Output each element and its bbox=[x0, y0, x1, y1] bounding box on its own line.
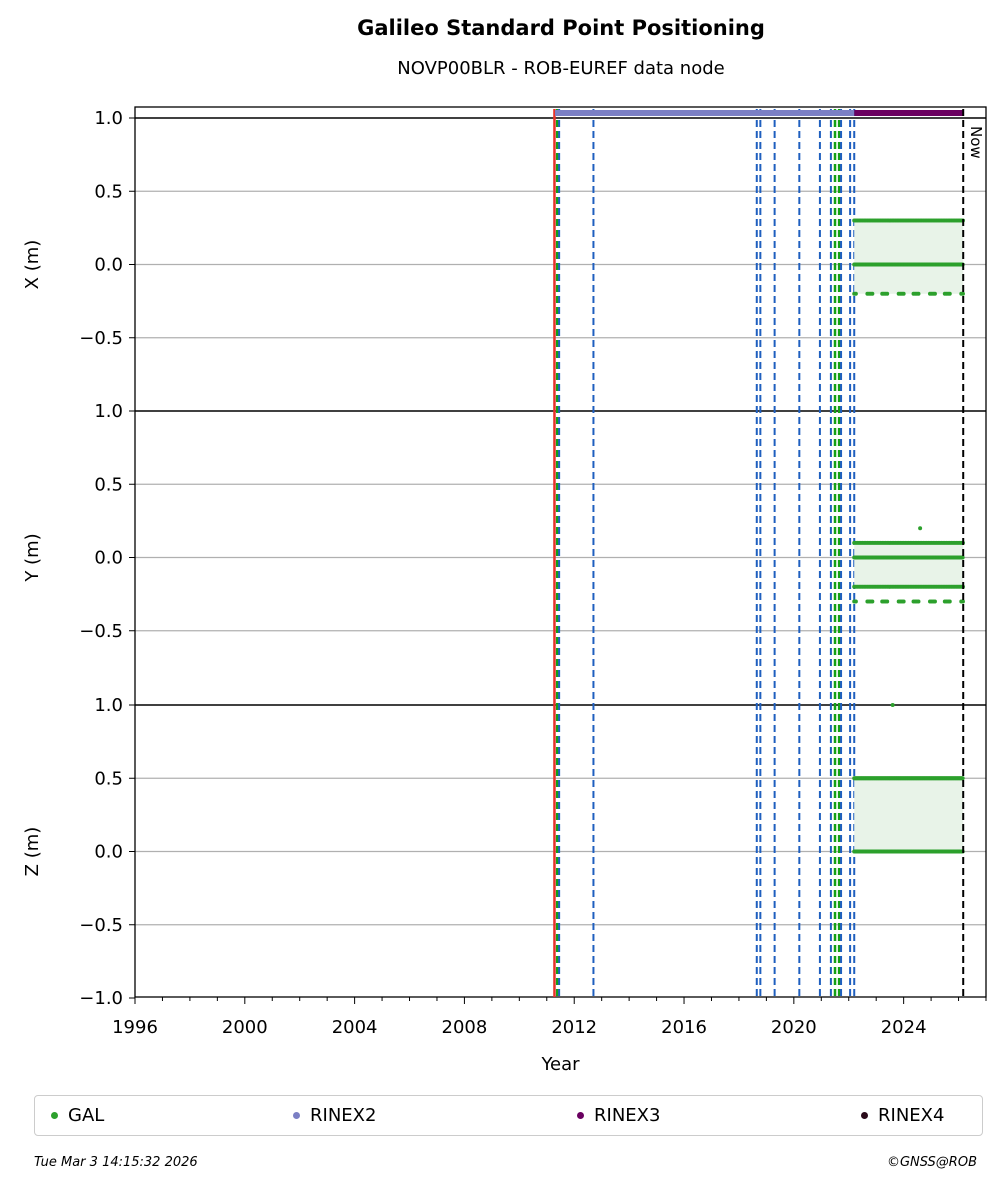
gal-point bbox=[932, 291, 937, 296]
gal-point bbox=[870, 599, 875, 604]
legend-label-gal: GAL bbox=[68, 1105, 105, 1126]
y-axis-label: Y (m) bbox=[22, 533, 43, 582]
footer-copyright: ©GNSS@ROB bbox=[886, 1155, 977, 1170]
gal-range-band bbox=[854, 220, 964, 294]
legend-label-rinex3: RINEX3 bbox=[594, 1105, 661, 1126]
x-axis-label: Year bbox=[540, 1054, 580, 1075]
y-tick-label: 1.0 bbox=[94, 108, 123, 129]
gal-point bbox=[918, 526, 923, 531]
legend-label-rinex4: RINEX4 bbox=[878, 1105, 945, 1126]
gal-point bbox=[853, 291, 858, 296]
y-tick-label: 0.0 bbox=[94, 548, 123, 569]
legend-item-rinex3: RINEX3 bbox=[577, 1105, 660, 1126]
legend-label-rinex2: RINEX2 bbox=[310, 1105, 377, 1126]
gal-point bbox=[885, 291, 890, 296]
now-label: Now bbox=[967, 126, 985, 159]
footer-timestamp: Tue Mar 3 14:15:32 2026 bbox=[34, 1155, 198, 1170]
x-tick-label: 2004 bbox=[332, 1017, 378, 1038]
legend-marker-rinex2 bbox=[293, 1112, 300, 1119]
legend: GAL RINEX2 RINEX3 RINEX4 bbox=[34, 1095, 983, 1136]
y-tick-label: −0.5 bbox=[79, 915, 123, 936]
gal-point bbox=[853, 599, 858, 604]
y-tick-label: −1.0 bbox=[79, 988, 123, 1009]
y-tick-label: 0.5 bbox=[94, 768, 123, 789]
legend-marker-rinex4 bbox=[861, 1112, 868, 1119]
legend-marker-gal bbox=[51, 1112, 58, 1119]
gal-point bbox=[885, 599, 890, 604]
y-tick-label: 1.0 bbox=[94, 695, 123, 716]
x-tick-label: 2016 bbox=[661, 1017, 707, 1038]
gal-point bbox=[960, 776, 965, 781]
chart-title: Galileo Standard Point Positioning bbox=[357, 16, 765, 40]
legend-item-rinex2: RINEX2 bbox=[293, 1105, 376, 1126]
plot-frame bbox=[134, 106, 987, 998]
gal-point bbox=[901, 291, 906, 296]
chart-subtitle: NOVP00BLR - ROB-EUREF data node bbox=[397, 58, 725, 79]
legend-marker-rinex3 bbox=[577, 1112, 584, 1119]
gal-point bbox=[947, 599, 952, 604]
gal-point bbox=[916, 291, 921, 296]
x-tick-label: 1996 bbox=[112, 1017, 158, 1038]
legend-item-rinex4: RINEX4 bbox=[861, 1105, 944, 1126]
x-tick-label: 2008 bbox=[442, 1017, 488, 1038]
gal-point bbox=[932, 599, 937, 604]
gal-point bbox=[916, 599, 921, 604]
gal-point bbox=[870, 291, 875, 296]
y-axis-label: X (m) bbox=[22, 240, 43, 290]
gal-point bbox=[960, 599, 965, 604]
gal-point bbox=[947, 291, 952, 296]
x-tick-label: 2024 bbox=[881, 1017, 927, 1038]
x-tick-label: 2012 bbox=[551, 1017, 597, 1038]
y-tick-label: 0.5 bbox=[94, 181, 123, 202]
gal-point bbox=[960, 291, 965, 296]
gal-range-band bbox=[854, 542, 964, 587]
y-tick-label: −0.5 bbox=[79, 621, 123, 642]
gal-point bbox=[901, 599, 906, 604]
gal-point bbox=[960, 555, 965, 560]
y-axis-label: Z (m) bbox=[22, 827, 43, 877]
y-tick-label: −0.5 bbox=[79, 328, 123, 349]
gal-point bbox=[890, 703, 895, 707]
y-tick-label: 0.0 bbox=[94, 842, 123, 863]
gal-range-band bbox=[854, 778, 964, 852]
y-tick-label: 0.5 bbox=[94, 474, 123, 495]
x-tick-label: 2000 bbox=[222, 1017, 268, 1038]
y-tick-label: 0.0 bbox=[94, 255, 123, 276]
x-tick-label: 2020 bbox=[771, 1017, 817, 1038]
y-tick-label: 1.0 bbox=[94, 401, 123, 422]
legend-item-gal: GAL bbox=[51, 1105, 104, 1126]
